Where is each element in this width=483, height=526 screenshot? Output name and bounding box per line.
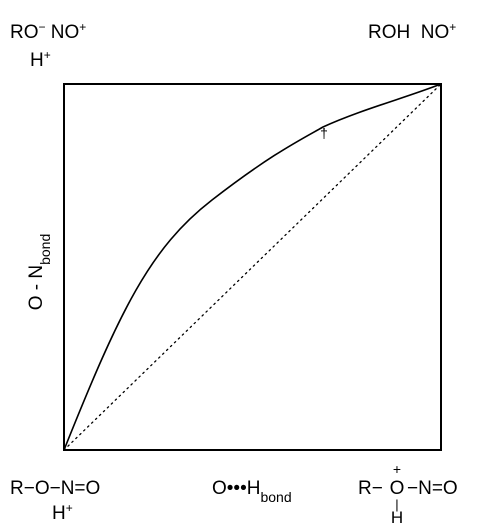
diagonal-dotted-path — [63, 83, 442, 451]
y-axis-label: O - Nbond — [26, 234, 53, 311]
y-axis-label-sub: bond — [37, 234, 53, 265]
corner-label-top-left-proton: H+ — [30, 48, 51, 71]
corner-bottom-right-oxygen: O — [390, 478, 405, 499]
corner-top-left-no: NO — [46, 22, 80, 43]
corner-label-bottom-right: R− O −N=O + | H — [358, 461, 458, 526]
corner-bottom-right-tail: −N=O — [407, 478, 458, 499]
corner-bottom-right-h: H — [391, 508, 403, 526]
corner-label-top-left: RO− NO+ — [10, 20, 86, 43]
corner-top-left-charge-plus: + — [79, 20, 86, 34]
transition-state-dagger: † — [320, 125, 328, 141]
corner-label-bottom-left: R−O−N=O — [10, 478, 100, 499]
corner-top-left-ro: RO — [10, 22, 39, 43]
corner-bottom-left-h-charge: + — [66, 501, 73, 515]
corner-bottom-right-r: R− — [358, 478, 383, 499]
corner-label-bottom-left-proton: H+ — [52, 501, 73, 524]
corner-label-top-right: ROH NO+ — [368, 20, 456, 43]
x-axis-label-base: O•••H — [212, 478, 260, 499]
corner-top-left-h-charge: + — [44, 48, 51, 62]
corner-top-left-h: H — [30, 50, 44, 71]
corner-top-right-text: ROH NO — [368, 22, 449, 43]
y-axis-label-base: O - N — [26, 265, 47, 310]
reaction-path-curve — [63, 83, 442, 451]
plot-frame — [63, 83, 442, 451]
corner-top-right-charge: + — [449, 20, 456, 34]
corner-bottom-left-h: H — [52, 503, 66, 524]
corner-bottom-right-charge: + — [393, 461, 401, 477]
corner-bottom-right-bond: | — [395, 497, 398, 512]
corner-top-left-charge-minus: − — [39, 20, 46, 34]
x-axis-label-sub: bond — [260, 489, 291, 505]
x-axis-label: O•••Hbond — [212, 478, 292, 505]
